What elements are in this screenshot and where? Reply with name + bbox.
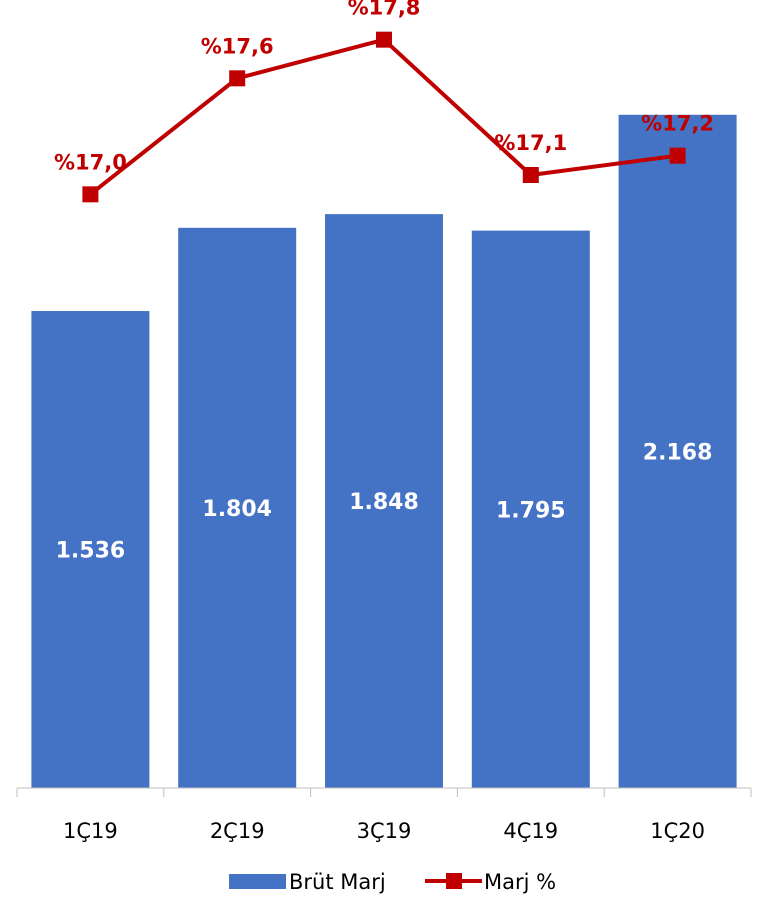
bar-4Ç19 — [471, 230, 590, 788]
x-tick-label: 4Ç19 — [503, 819, 558, 843]
margin-point-1Ç20 — [669, 147, 686, 164]
bar-1Ç20 — [618, 114, 737, 789]
bar-3Ç19 — [325, 214, 443, 789]
x-tick-label: 2Ç19 — [210, 819, 265, 843]
bar-value-label: 1.536 — [56, 539, 126, 564]
x-tick-label: 1Ç20 — [650, 819, 705, 843]
margin-point-1Ç19 — [82, 186, 99, 203]
bar-series — [31, 114, 737, 789]
line-data-labels: %17,0 %17,6 %17,8 %17,1 %17,2 — [54, 0, 714, 174]
bar-value-label: 1.804 — [202, 497, 272, 522]
legend-line-label: Marj % — [484, 870, 556, 894]
margin-point-3Ç19 — [376, 31, 392, 48]
bar-value-label: 2.168 — [643, 440, 713, 465]
bar-1Ç19 — [31, 311, 150, 788]
margin-line — [89, 37, 678, 196]
margin-value-label: %17,8 — [348, 0, 421, 20]
legend: Brüt Marj Marj % — [229, 870, 556, 894]
bar-2Ç19 — [178, 227, 297, 788]
x-tick-label: 3Ç19 — [357, 819, 412, 843]
margin-point-4Ç19 — [522, 167, 539, 183]
legend-line-marker — [446, 873, 462, 889]
bar-value-label: 1.795 — [496, 498, 566, 523]
margin-value-label: %17,0 — [54, 150, 127, 174]
legend-bar-label: Brüt Marj — [289, 870, 386, 894]
x-tick-label: 1Ç19 — [63, 819, 118, 843]
margin-value-label: %17,6 — [201, 34, 274, 58]
margin-value-label: %17,1 — [494, 131, 567, 155]
margin-value-label: %17,2 — [641, 112, 714, 136]
bar-data-labels: 1.536 1.804 1.848 1.795 2.168 — [56, 440, 713, 563]
line-series — [82, 31, 686, 203]
legend-bar-swatch — [229, 874, 286, 889]
margin-point-2Ç19 — [229, 70, 246, 87]
x-tick-labels: 1Ç19 2Ç19 3Ç19 4Ç19 1Ç20 — [63, 819, 705, 843]
x-axis — [16, 787, 752, 797]
bar-value-label: 1.848 — [349, 490, 419, 515]
